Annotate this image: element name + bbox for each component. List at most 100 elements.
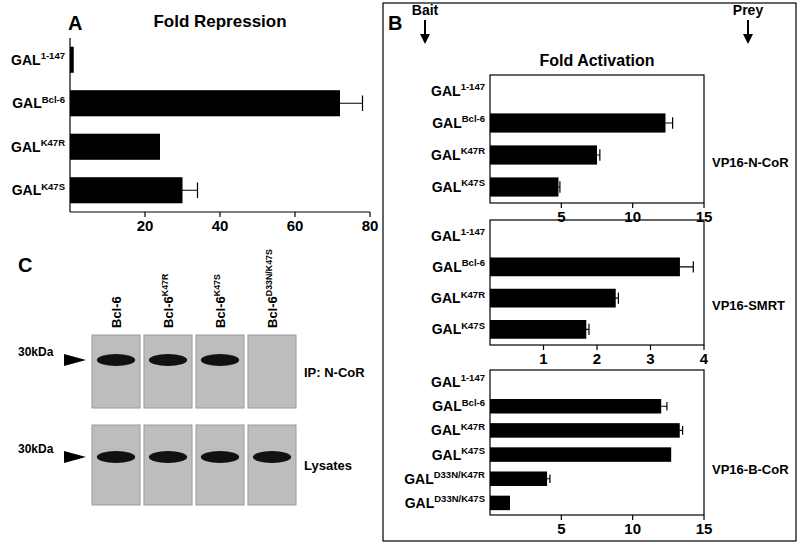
- figure: ABCBaitPreyFold ActivationGAL1-147GALBcl…: [0, 0, 800, 545]
- blot-lane: [92, 335, 140, 408]
- bar: [490, 399, 661, 414]
- category-label: GAL1-147: [11, 50, 65, 68]
- tick-label: 2: [593, 350, 601, 367]
- category-label: GALK47S: [432, 177, 485, 195]
- bar: [490, 423, 680, 438]
- bar: [490, 177, 558, 196]
- bar: [490, 258, 680, 277]
- bar: [490, 145, 597, 164]
- error-bar: [557, 181, 560, 193]
- panel-b-frame: [383, 3, 796, 541]
- blot-lane: [92, 425, 140, 505]
- bar: [490, 113, 665, 132]
- arrow-head: [743, 34, 753, 44]
- panel-label: C: [18, 254, 32, 276]
- panel-label: B: [388, 12, 402, 34]
- band: [201, 354, 239, 366]
- error-bar: [168, 182, 198, 198]
- tick-label: 15: [696, 520, 713, 537]
- bar: [490, 226, 491, 245]
- category-label: GALD33N/K47S: [405, 493, 485, 511]
- category-label: GALK47R: [11, 137, 65, 155]
- lane-label: Bcl-6D33N/K47S: [264, 249, 280, 328]
- tick-label: 3: [646, 350, 654, 367]
- blot-lane: [248, 425, 296, 505]
- category-label: GALD33N/K47R: [404, 469, 485, 487]
- blot-lane: [144, 425, 192, 505]
- blot-lane: [196, 335, 244, 408]
- error-bar: [667, 261, 694, 272]
- category-label: GAL1-147: [431, 372, 485, 390]
- band: [97, 451, 135, 463]
- tick-label: 10: [624, 208, 641, 225]
- tick-label: 10: [624, 520, 641, 537]
- band: [149, 451, 187, 463]
- bars: [490, 399, 683, 510]
- row-label: Lysates: [304, 458, 352, 473]
- prey-name: VP16-SMRT: [712, 298, 785, 313]
- bar: [490, 447, 671, 462]
- error-bar: [655, 402, 666, 411]
- error-bar: [658, 117, 672, 129]
- bait-label: Bait: [412, 2, 439, 18]
- category-label: GAL1-147: [431, 226, 485, 244]
- chart: GAL1-147 GALBcl-6 GALK47R GALK47S 1 2 3 4 VP16-S…: [431, 220, 785, 367]
- tick-label: 4: [700, 350, 709, 367]
- marker-label: 30kDa: [18, 345, 54, 359]
- error-bar: [544, 474, 550, 483]
- bar: [490, 496, 510, 511]
- bar: [70, 134, 160, 160]
- band: [97, 354, 135, 366]
- bar: [490, 375, 491, 390]
- category-label: GALK47R: [431, 289, 485, 307]
- band: [253, 451, 291, 463]
- error-bar: [584, 324, 589, 335]
- bar: [490, 289, 616, 308]
- band: [253, 354, 291, 366]
- category-label: GALBcl-6: [432, 397, 485, 415]
- chart-title: Fold Repression: [153, 12, 286, 31]
- plot-frame: [490, 75, 704, 203]
- bar: [70, 47, 74, 73]
- category-label: GAL1-147: [431, 81, 485, 99]
- lane-label: Bcl-6K47R: [160, 273, 176, 328]
- arrow-head: [420, 34, 430, 44]
- error-bar: [613, 293, 618, 304]
- marker-label: 30kDa: [18, 442, 54, 456]
- bars: [490, 258, 693, 339]
- marker-arrow: [64, 354, 86, 366]
- chart: GAL1-147GALBcl-6GALK47RGALK47S51015VP16-…: [431, 75, 789, 225]
- category-label: GALK47R: [431, 421, 485, 439]
- blot-lane: [248, 335, 296, 408]
- category-label: GALBcl-6: [432, 257, 485, 275]
- blot-lane: [144, 335, 192, 408]
- prey-name: VP16-B-CoR: [712, 462, 789, 477]
- tick-label: 60: [287, 217, 304, 234]
- error-bar: [677, 426, 683, 435]
- tick-label: 1: [539, 350, 547, 367]
- band: [149, 354, 187, 366]
- bars: [70, 47, 363, 204]
- tick-label: 20: [137, 217, 154, 234]
- chart: GAL1-147GALBcl-6GALK47RGALK47S20406080Fo…: [11, 12, 378, 234]
- bar: [70, 177, 183, 203]
- category-label: GALK47R: [431, 145, 485, 163]
- bar: [490, 472, 547, 487]
- blot-lane: [196, 425, 244, 505]
- bar: [490, 320, 586, 339]
- bars: [490, 113, 673, 196]
- lane-label: Bcl-6K47S: [212, 274, 228, 328]
- prey-name: VP16-N-CoR: [712, 155, 789, 170]
- category-label: GALBcl-6: [12, 94, 65, 112]
- category-label: GALK47S: [432, 320, 485, 338]
- row-label: IP: N-CoR: [304, 365, 365, 380]
- arrow-shaft: [424, 20, 426, 36]
- error-bar: [318, 95, 363, 111]
- category-label: GALBcl-6: [432, 113, 485, 131]
- tick-label: 5: [557, 520, 565, 537]
- panel-label: A: [68, 12, 82, 34]
- plot-frame: [490, 370, 704, 515]
- lane-label: Bcl-6: [109, 296, 124, 328]
- tick-label: 5: [557, 208, 565, 225]
- arrow-shaft: [747, 20, 749, 36]
